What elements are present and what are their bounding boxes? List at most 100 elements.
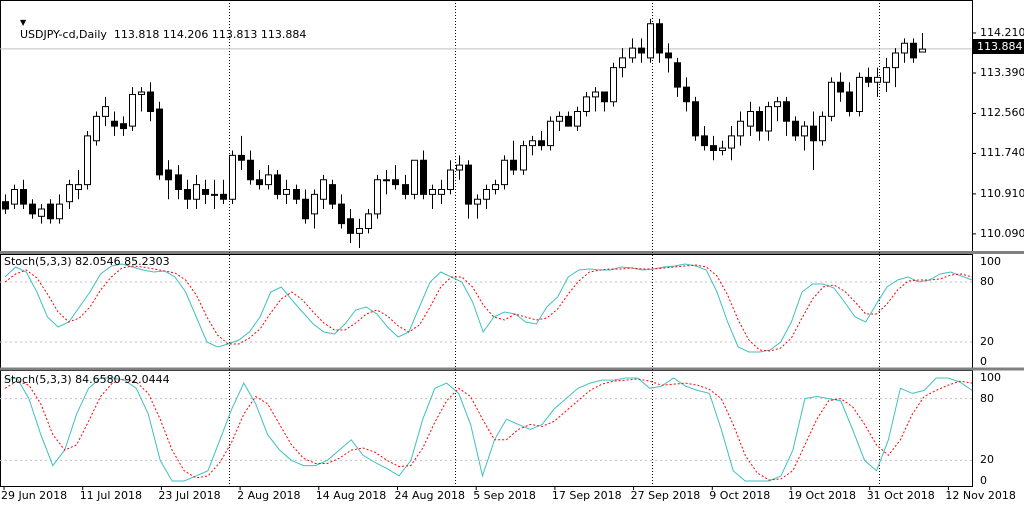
- date-tick-label: 23 Jul 2018: [158, 489, 221, 502]
- candle-body: [47, 203, 54, 220]
- candle-body: [265, 174, 272, 186]
- candle-body: [202, 189, 209, 195]
- candle-body: [856, 76, 863, 112]
- candle-body: [683, 86, 690, 103]
- candle-body: [247, 159, 254, 181]
- date-tick-label: 19 Oct 2018: [788, 489, 857, 502]
- date-tick-label: 29 Jun 2018: [1, 489, 68, 502]
- candle-body: [311, 193, 318, 215]
- candle-body: [638, 47, 645, 54]
- candle-body: [356, 228, 363, 234]
- candle-body: [392, 179, 399, 186]
- candle-body: [629, 47, 636, 59]
- candle-body: [274, 174, 281, 195]
- candle-body: [102, 106, 109, 117]
- candle-body: [837, 81, 844, 93]
- current-price-label: 113.884: [973, 39, 1024, 54]
- candle-body: [501, 159, 508, 186]
- candle-body: [302, 198, 309, 220]
- stoch-tick-label: 100: [980, 371, 1001, 384]
- stoch-main-line: [4, 263, 973, 353]
- candle-body: [293, 189, 300, 200]
- price-tick-label: 110.090: [980, 226, 1024, 240]
- candle-body: [892, 52, 899, 69]
- candle-body: [438, 189, 445, 195]
- candle-body: [120, 123, 127, 130]
- candle-body: [93, 115, 100, 142]
- date-tick-label: 14 Aug 2018: [315, 489, 387, 502]
- candle-body: [783, 101, 790, 122]
- candle-body: [583, 96, 590, 112]
- candle-body: [556, 115, 563, 122]
- candle-body: [329, 184, 336, 205]
- candle-body: [411, 159, 418, 195]
- candle-body: [129, 93, 136, 127]
- candle-body: [919, 48, 926, 53]
- candle-body: [674, 62, 681, 88]
- candle-body: [719, 147, 726, 151]
- candle-body: [256, 179, 263, 186]
- candle-body: [347, 218, 354, 234]
- candle-body: [365, 213, 372, 229]
- stoch1-label: Stoch(5,3,3) 82.0546 85.2303: [4, 255, 170, 268]
- candle-body: [56, 203, 63, 220]
- candle-body: [538, 140, 545, 147]
- price-tick-label: 112.560: [980, 106, 1024, 120]
- candle-body: [610, 67, 617, 103]
- candle-body: [810, 125, 817, 142]
- candle-body: [529, 140, 536, 147]
- candle-body: [656, 23, 663, 54]
- candle-body: [592, 91, 599, 98]
- candle-body: [828, 81, 835, 117]
- stoch-main-line: [4, 377, 973, 482]
- stoch-tick-label: 20: [980, 335, 994, 348]
- candle-body: [883, 67, 890, 83]
- price-tick-label: 111.740: [980, 146, 1024, 160]
- price-tick-label: 110.910: [980, 186, 1024, 200]
- candle-body: [774, 101, 781, 108]
- date-tick-label: 17 Sep 2018: [551, 489, 622, 502]
- candle-body: [229, 154, 236, 200]
- candle-body: [801, 125, 808, 137]
- candle-body: [66, 184, 73, 203]
- candle-body: [819, 115, 826, 142]
- candle-body: [138, 91, 145, 95]
- candle-body: [38, 208, 45, 217]
- date-tick-label: 2 Aug 2018: [237, 489, 301, 502]
- stoch-tick-label: 20: [980, 453, 994, 467]
- candle-body: [765, 106, 772, 132]
- candle-body: [865, 76, 872, 83]
- symbol-info: USDJPY-cd,Daily 113.818 114.206 113.813 …: [20, 28, 307, 41]
- date-tick-label: 11 Jul 2018: [79, 489, 142, 502]
- candle-body: [184, 189, 191, 200]
- stoch-tick-label: 0: [980, 355, 987, 368]
- collapse-triangle-icon[interactable]: ▼: [20, 18, 27, 27]
- candle-body: [193, 184, 200, 200]
- price-tick-label: 113.390: [980, 65, 1024, 79]
- candle-body: [601, 91, 608, 103]
- candle-body: [211, 193, 218, 196]
- date-tick-label: 5 Sep 2018: [473, 489, 536, 502]
- price-tick-label: 114.210: [980, 26, 1024, 39]
- candle-body: [75, 184, 82, 190]
- stoch-tick-label: 80: [980, 391, 994, 405]
- candle-body: [456, 164, 463, 171]
- candle-body: [11, 189, 18, 205]
- candle-body: [165, 169, 172, 181]
- candle-body: [383, 179, 390, 182]
- candle-body: [447, 169, 454, 190]
- stoch-signal-line: [4, 264, 973, 352]
- stoch-signal-line: [4, 378, 973, 481]
- candle-body: [756, 111, 763, 132]
- candle-body: [420, 159, 427, 195]
- candle-body: [692, 101, 699, 137]
- candle-body: [665, 52, 672, 59]
- candle-body: [792, 120, 799, 137]
- candle-body: [402, 184, 409, 195]
- candle-body: [2, 201, 9, 210]
- date-tick-label: 27 Sep 2018: [630, 489, 701, 502]
- candle-body: [338, 203, 345, 225]
- candle-body: [846, 91, 853, 112]
